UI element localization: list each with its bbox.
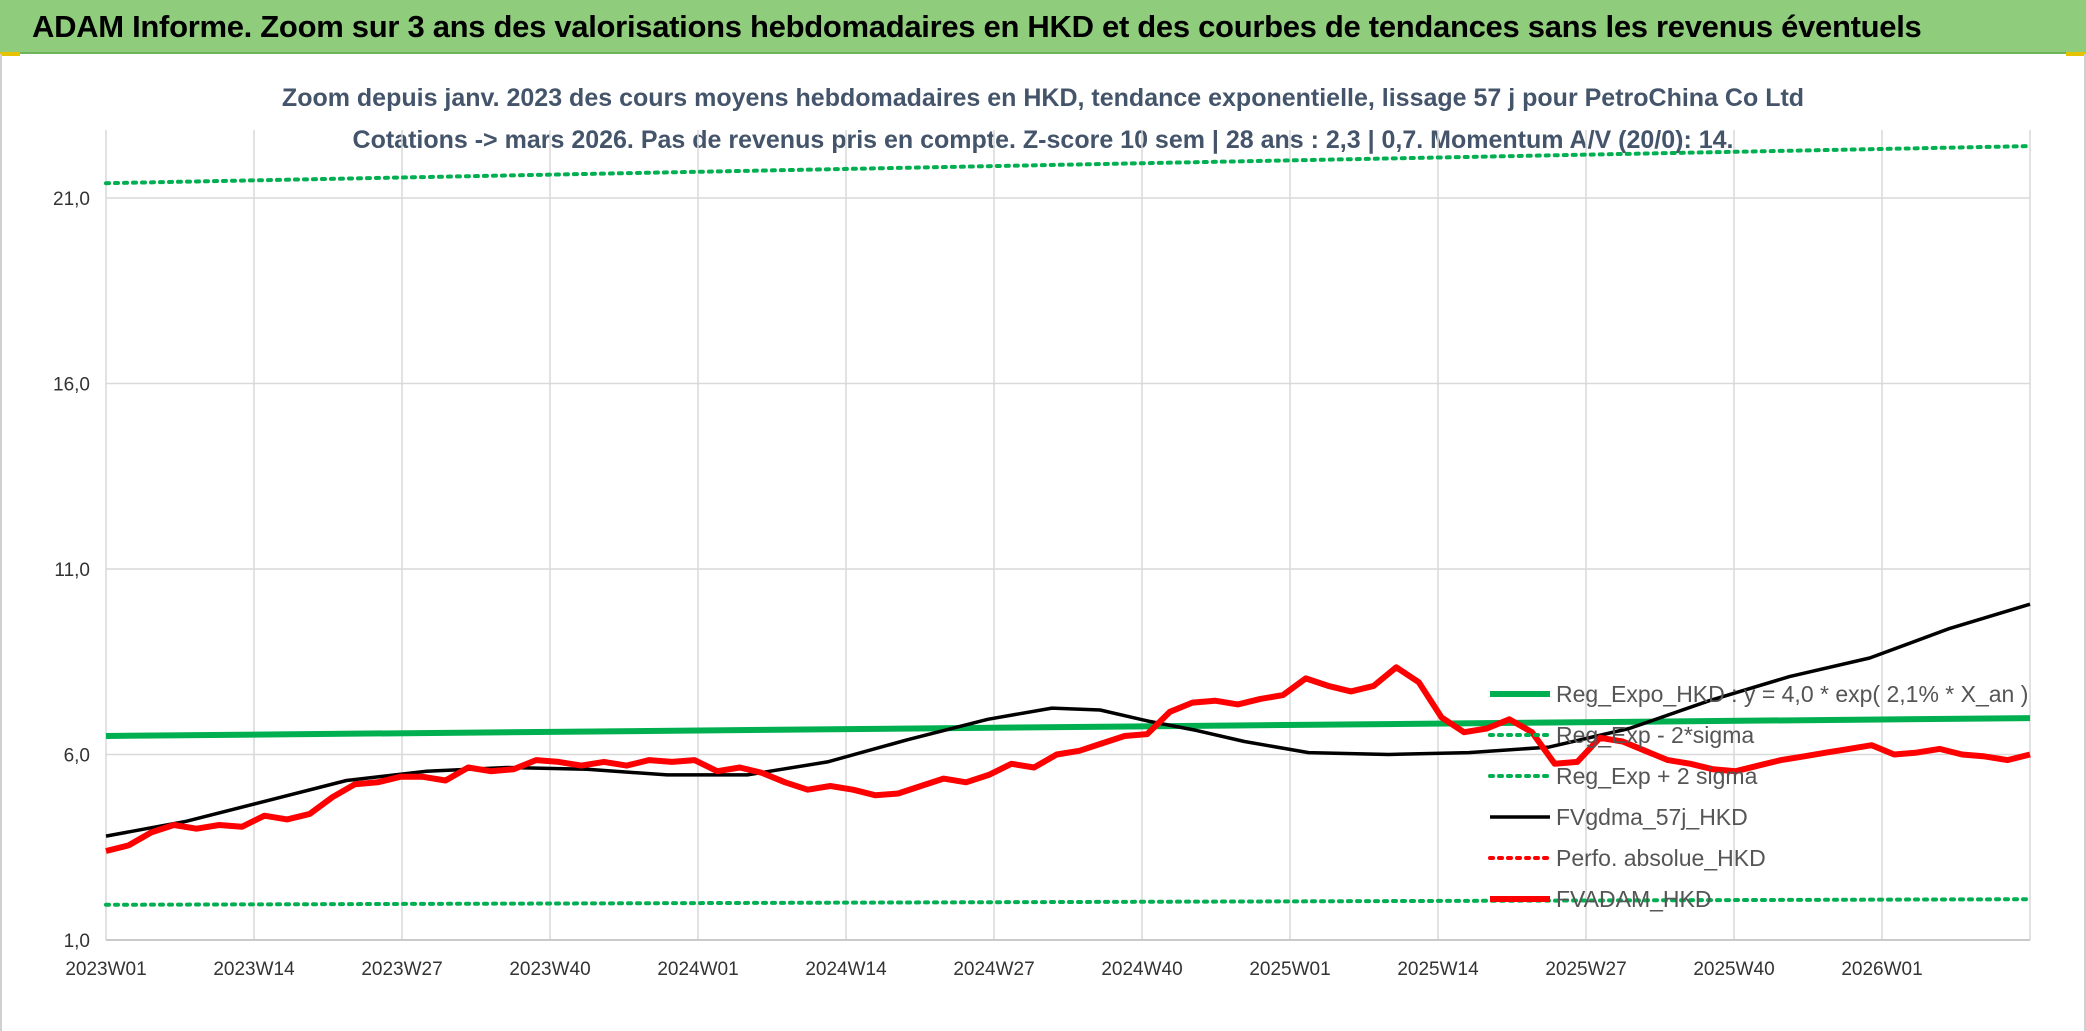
legend-label: Reg_Expo_HKD : y = 4,0 * exp( 2,1% * X_a… (1556, 681, 2028, 707)
x-tick-label: 2025W01 (1249, 959, 1330, 980)
legend-label: Perfo. absolue_HKD (1556, 845, 1766, 871)
x-tick-label: 2025W27 (1545, 959, 1626, 980)
chart-title: Zoom depuis janv. 2023 des cours moyens … (281, 84, 1805, 112)
series-line-1 (105, 715, 2031, 739)
x-tick-label: 2024W27 (953, 959, 1034, 980)
chart-subtitle: Cotations -> mars 2026. Pas de revenus p… (352, 126, 1734, 154)
y-tick-label: 11,0 (54, 560, 90, 581)
x-tick-label: 2026W01 (1841, 959, 1922, 980)
x-tick-label: 2025W40 (1693, 959, 1774, 980)
legend-label: Reg_Exp - 2*sigma (1556, 722, 1754, 748)
report-title: ADAM Informe. Zoom sur 3 ans des valoris… (32, 9, 1922, 44)
series-line-3 (104, 144, 2032, 186)
series-line-2 (104, 897, 2032, 907)
y-tick-label: 21,0 (53, 189, 90, 210)
x-tick-label: 2023W40 (509, 959, 590, 980)
x-tick-label: 2024W14 (805, 959, 887, 980)
y-tick-label: 6,0 (64, 746, 90, 767)
series-line-4 (105, 602, 2031, 838)
x-tick-label: 2025W14 (1397, 959, 1479, 980)
legend-label: Reg_Exp + 2 sigma (1556, 763, 1758, 789)
y-tick-label: 1,0 (64, 931, 90, 952)
x-tick-label: 2024W40 (1101, 959, 1182, 980)
x-tick-label: 2023W14 (213, 959, 295, 980)
legend-label: FVgdma_57j_HKD (1556, 804, 1748, 830)
x-tick-label: 2024W01 (657, 959, 738, 980)
corner-mark-right (2066, 52, 2086, 56)
report-banner: ADAM Informe. Zoom sur 3 ans des valoris… (0, 0, 2086, 54)
chart-frame (0, 54, 2086, 1031)
legend-label: FVADAM_HKD (1556, 886, 1712, 912)
series-line-6 (105, 664, 2031, 854)
x-tick-label: 2023W27 (361, 959, 442, 980)
corner-mark-left (0, 52, 20, 56)
x-tick-label: 2023W01 (65, 959, 146, 980)
y-tick-label: 16,0 (53, 375, 90, 396)
